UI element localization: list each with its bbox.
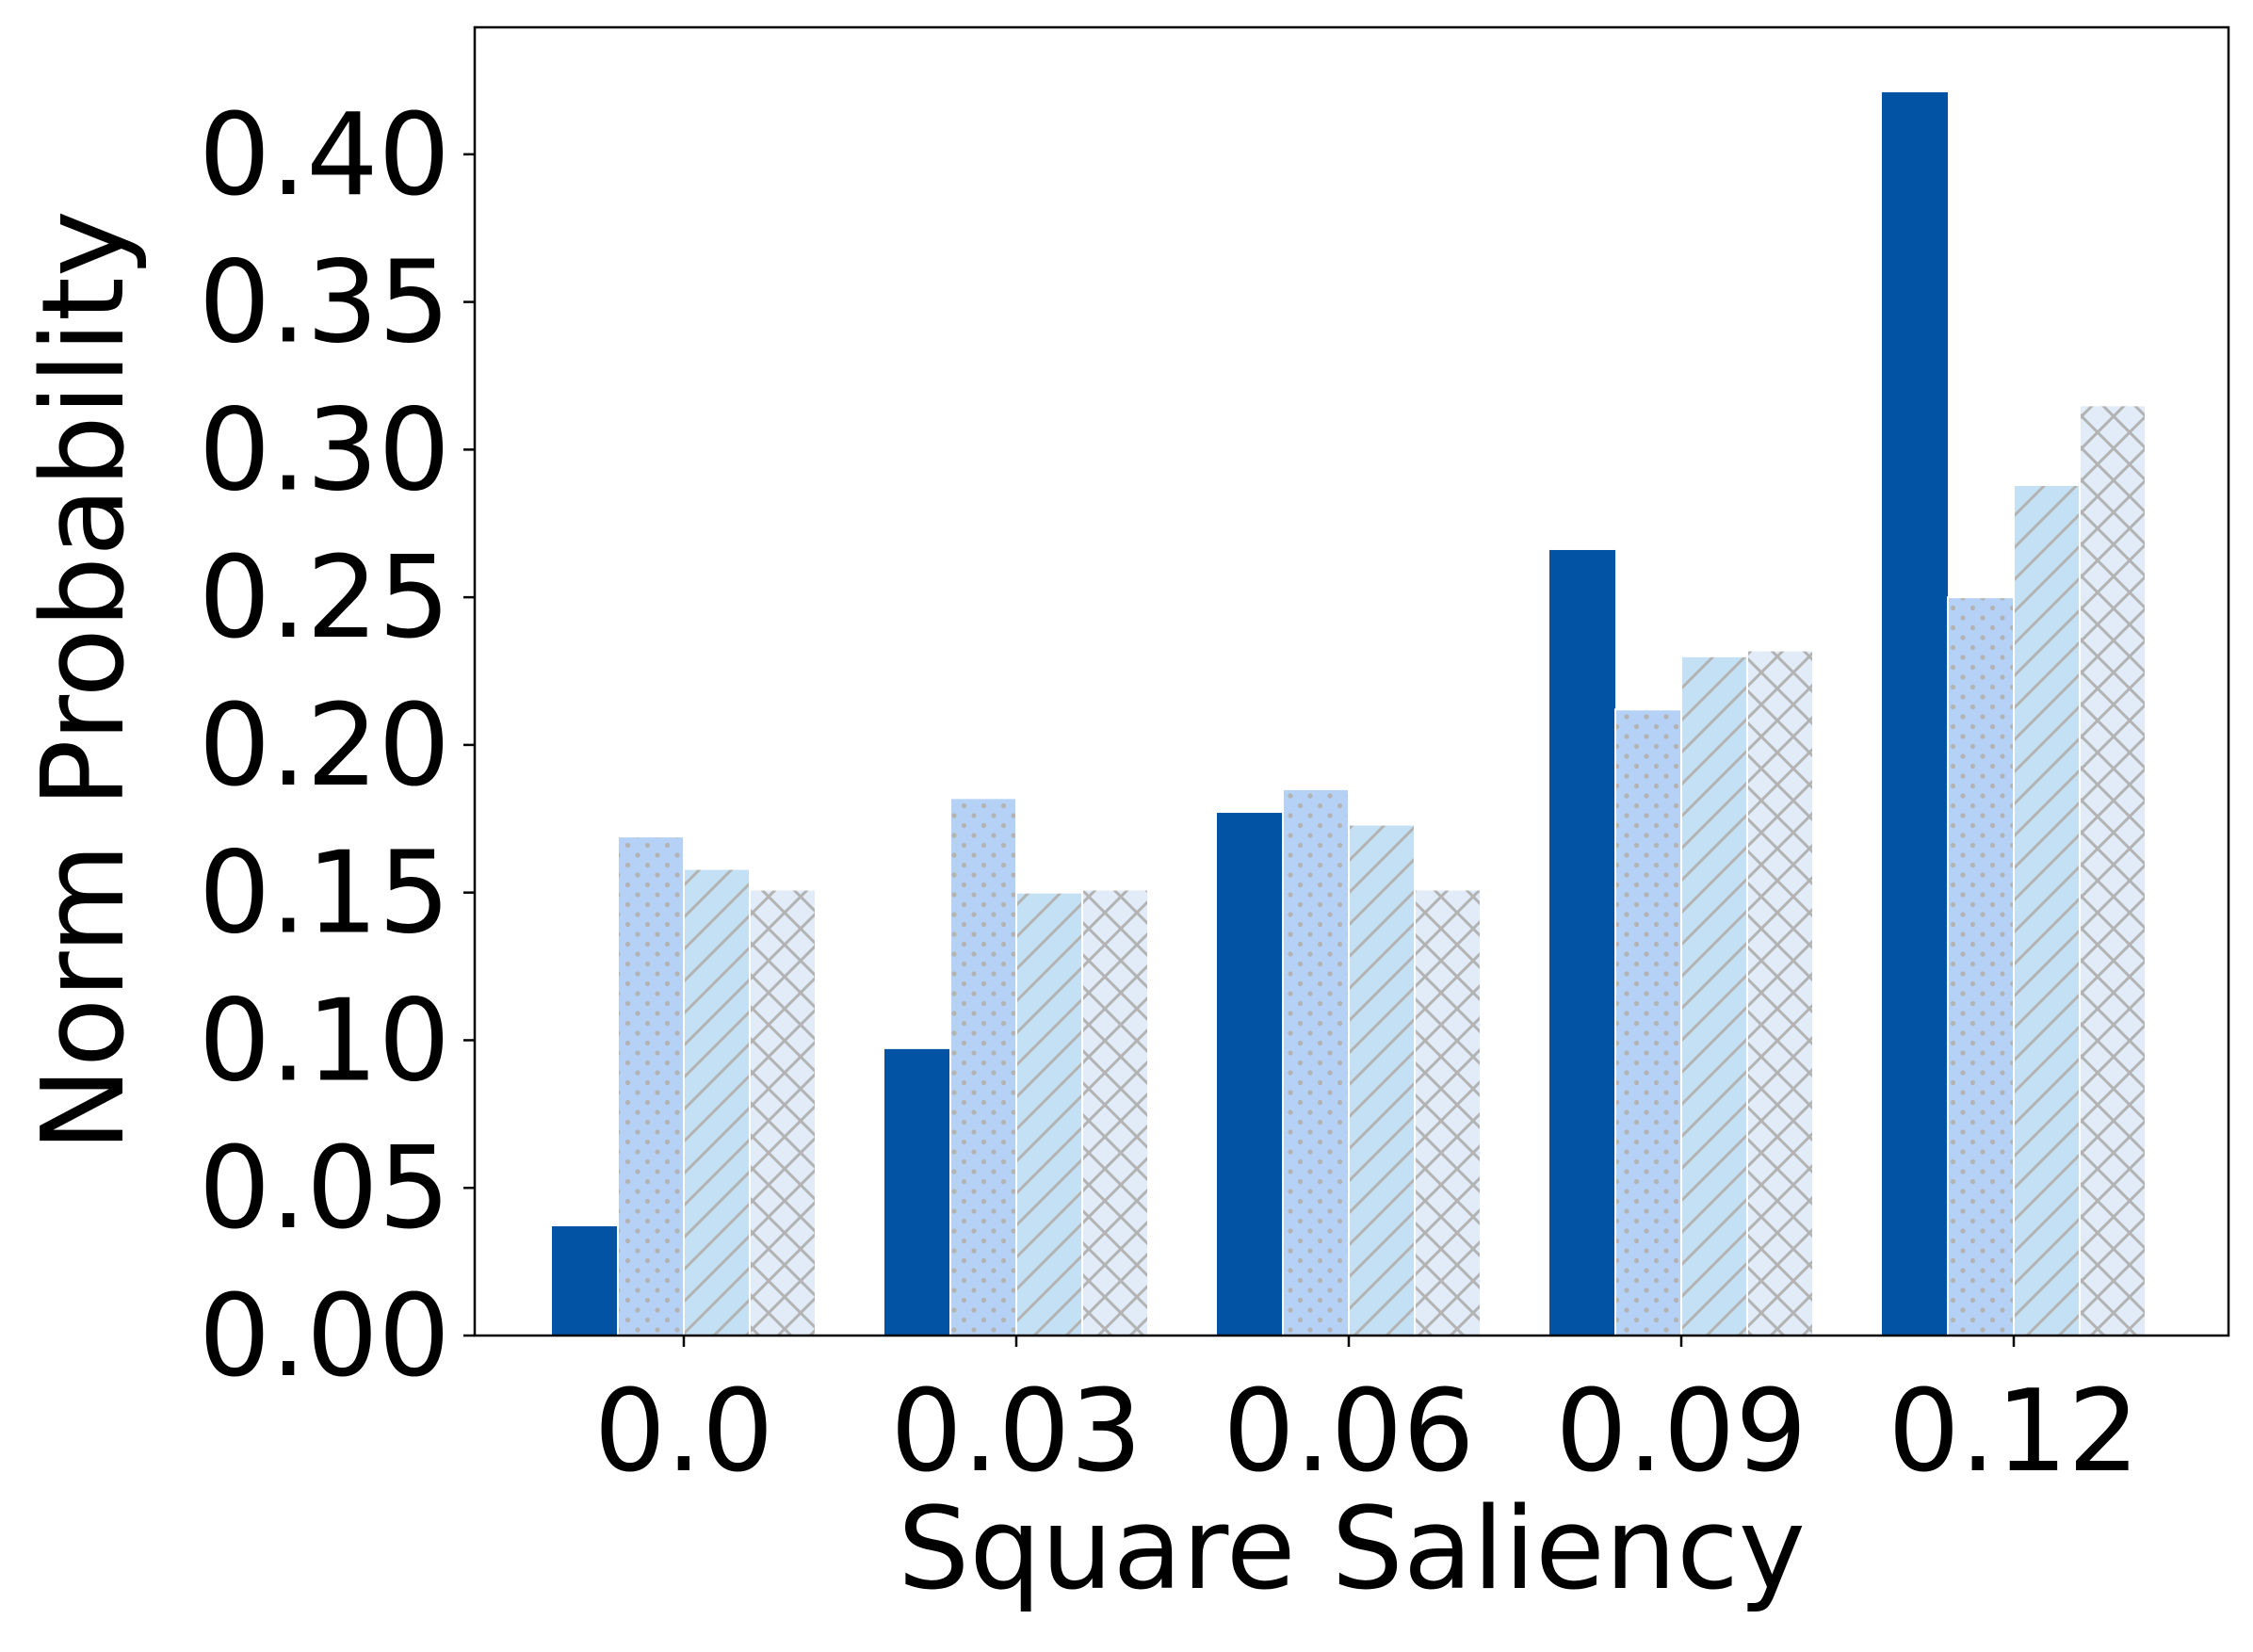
bar-s0-c1 [884, 1048, 950, 1336]
y-tick-label: 0.40 [199, 90, 450, 221]
bar-hatch-s2-c0 [683, 867, 751, 1336]
y-tick-label: 0.10 [199, 976, 450, 1107]
bar-hatch-s2-c3 [1680, 655, 1748, 1336]
bar-hatch-s3-c2 [1414, 888, 1482, 1336]
bar-hatch-s2-c4 [2013, 483, 2081, 1336]
x-tick-label: 0.09 [1555, 1367, 1807, 1498]
y-tick-label: 0.20 [199, 681, 450, 812]
bar-s0-c0 [552, 1225, 618, 1336]
y-tick-label: 0.00 [199, 1271, 450, 1402]
y-tick-label: 0.15 [199, 829, 450, 960]
bar-hatch-s3-c3 [1746, 649, 1814, 1336]
bar-hatch-s1-c4 [1947, 596, 2015, 1336]
y-axis: 0.00 0.05 0.10 0.15 0.20 0.25 0.30 0.35 0.40 [199, 90, 475, 1402]
bar-hatch-s1-c0 [617, 835, 685, 1336]
bar-s0-c4 [1882, 91, 1948, 1336]
bar-hatch-s2-c2 [1348, 823, 1416, 1336]
bar-hatch-s1-c1 [949, 797, 1017, 1336]
y-tick-label: 0.35 [199, 238, 450, 369]
x-tick-label: 0.12 [1888, 1367, 2139, 1498]
y-tick-label: 0.25 [199, 533, 450, 664]
plot-frame [473, 25, 2230, 1337]
x-axis-label: Square Saliency [898, 1484, 1806, 1615]
bar-hatch-s3-c1 [1081, 888, 1149, 1336]
y-axis-label: Norm Probability [19, 210, 150, 1152]
bar-hatch-s2-c1 [1015, 891, 1083, 1336]
bar-hatch-s3-c4 [2079, 404, 2147, 1336]
y-tick-label: 0.30 [199, 385, 450, 516]
x-tick-label: 0.0 [594, 1367, 774, 1498]
bar-s0-c2 [1217, 813, 1283, 1336]
y-tick-label: 0.05 [199, 1124, 450, 1255]
x-axis: 0.0 0.03 0.06 0.09 0.12 [594, 1336, 2140, 1498]
bar-hatch-s1-c3 [1614, 708, 1682, 1336]
bar-hatch-s1-c2 [1282, 787, 1350, 1336]
bar-s0-c3 [1549, 549, 1615, 1336]
bar-hatch-s3-c0 [749, 888, 817, 1336]
x-tick-label: 0.06 [1223, 1367, 1474, 1498]
bars-layer [552, 91, 2147, 1336]
x-tick-label: 0.03 [890, 1367, 1142, 1498]
